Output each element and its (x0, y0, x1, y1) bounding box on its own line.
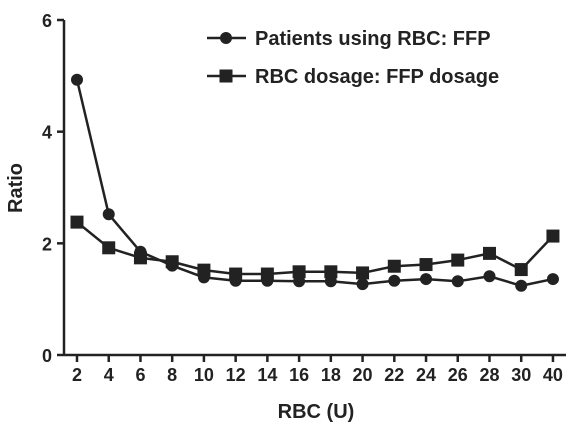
x-tick-label: 28 (479, 365, 499, 385)
x-tick-label: 16 (289, 365, 309, 385)
x-axis-title: RBC (U) (278, 401, 355, 423)
axes (62, 20, 566, 357)
data-point (292, 265, 306, 279)
x-tick-label: 6 (135, 365, 145, 385)
data-point (514, 263, 528, 277)
data-point (482, 246, 496, 260)
series-2 (70, 215, 560, 281)
y-tick-label: 4 (42, 123, 52, 143)
legend-label: RBC dosage: FFP dosage (255, 66, 499, 88)
x-tick-label: 12 (226, 365, 246, 385)
x-tick-label: 30 (511, 365, 531, 385)
x-tick-label: 8 (167, 365, 177, 385)
y-axis-title: Ratio (5, 163, 27, 213)
legend-marker (220, 32, 232, 44)
data-point (229, 267, 243, 281)
x-tick-label: 26 (448, 365, 468, 385)
x-tick-label: 14 (257, 365, 277, 385)
x-tick-label: 10 (194, 365, 214, 385)
x-tick-label: 4 (104, 365, 114, 385)
data-point (388, 274, 401, 287)
y-axis-ticks: 0 2 4 6 (42, 11, 64, 366)
data-point (197, 263, 211, 277)
series-layer (70, 73, 560, 292)
x-tick-label: 22 (384, 365, 404, 385)
data-point (451, 253, 465, 267)
x-tick-label: 40 (543, 365, 563, 385)
legend: Patients using RBC: FFP RBC dosage: FFP d… (207, 28, 499, 88)
data-point (420, 273, 433, 286)
x-tick-label: 20 (353, 365, 373, 385)
y-tick-label: 0 (42, 346, 52, 366)
x-axis-ticks: 2 4 6 8 10 12 14 16 18 20 22 24 26 28 30 40 (72, 355, 563, 385)
data-point (133, 251, 147, 265)
data-point (546, 273, 559, 286)
data-point (71, 73, 83, 86)
data-point (546, 229, 560, 243)
data-point (356, 266, 370, 280)
data-point (356, 278, 369, 291)
data-point (483, 270, 496, 283)
x-tick-label: 18 (321, 365, 341, 385)
data-point (419, 258, 433, 272)
data-point (260, 267, 274, 281)
data-point (165, 255, 179, 269)
y-tick-label: 6 (42, 11, 52, 31)
data-point (70, 215, 84, 229)
x-tick-label: 2 (72, 365, 82, 385)
legend-label: Patients using RBC: FFP (255, 28, 491, 50)
y-tick-label: 2 (42, 234, 52, 254)
data-point (324, 265, 338, 279)
data-point (102, 208, 115, 221)
legend-item: Patients using RBC: FFP (207, 28, 491, 50)
x-tick-label: 24 (416, 365, 436, 385)
legend-marker (219, 69, 233, 83)
data-point (102, 241, 116, 255)
data-point (387, 259, 401, 273)
data-point (515, 279, 528, 292)
data-point (451, 275, 464, 288)
legend-item: RBC dosage: FFP dosage (207, 66, 499, 88)
series-line (76, 221, 554, 276)
